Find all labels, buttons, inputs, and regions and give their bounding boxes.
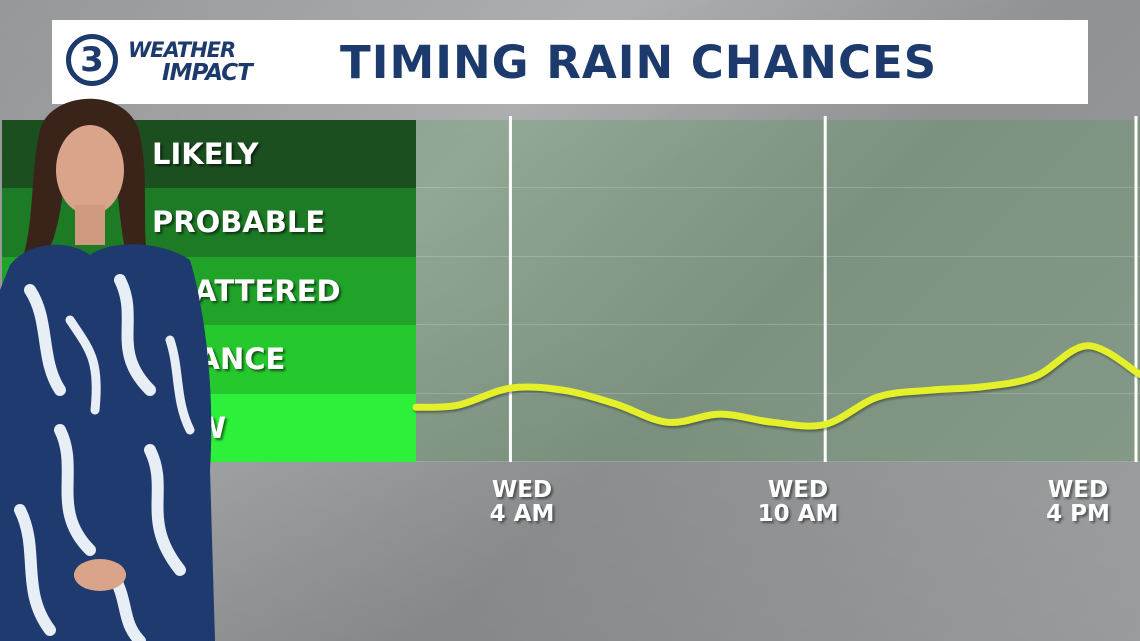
page-title: TIMING RAIN CHANCES xyxy=(340,36,938,89)
logo-weather-text: WEATHER xyxy=(128,38,236,62)
plot-band xyxy=(416,257,1140,326)
plot-area xyxy=(416,120,1140,462)
header-bar: 3 WEATHER IMPACT TIMING RAIN CHANCES xyxy=(52,20,1088,104)
x-tick-day: WED xyxy=(767,477,829,503)
x-tick-day: WED xyxy=(491,477,553,503)
x-tick-day: WED xyxy=(1047,477,1109,503)
plot-band xyxy=(416,394,1140,462)
plot-band xyxy=(416,120,1140,189)
x-tick-label: WED 10 AM xyxy=(728,478,868,526)
x-tick-time: 4 PM xyxy=(1046,501,1110,527)
x-tick-label: WED 4 PM xyxy=(1008,478,1140,526)
x-tick-time: 10 AM xyxy=(757,501,839,527)
x-tick-time: 4 AM xyxy=(489,501,555,527)
x-tick-label: WED 4 AM xyxy=(452,478,592,526)
presenter-figure xyxy=(0,98,215,641)
rain-chance-curve xyxy=(412,342,1140,430)
channel-logo: 3 xyxy=(66,34,118,86)
plot-band xyxy=(416,188,1140,257)
plot-band xyxy=(416,325,1140,394)
logo-impact-text: IMPACT xyxy=(162,60,253,86)
